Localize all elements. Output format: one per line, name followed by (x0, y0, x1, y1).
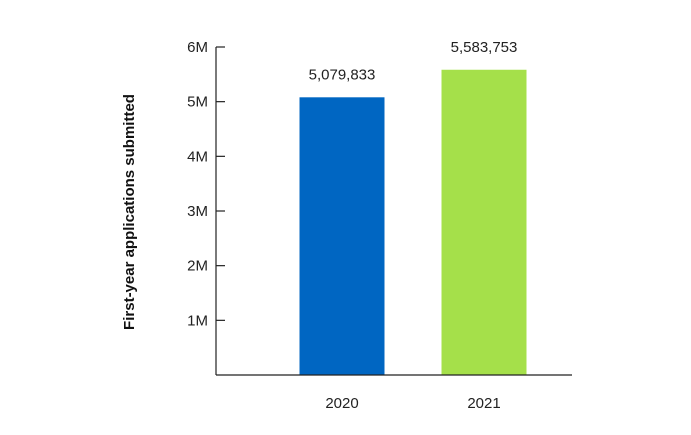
y-tick-label: 1M (187, 312, 208, 329)
y-tick-label: 2M (187, 258, 208, 275)
bars (299, 69, 527, 376)
data-labels: 5,079,833 5,583,753 (309, 39, 518, 84)
x-tick-label-2021: 2021 (467, 395, 500, 412)
x-tick-label-2020: 2020 (325, 395, 358, 412)
bar-2021 (441, 69, 527, 376)
y-tick-label: 6M (187, 39, 208, 56)
y-tick-label: 4M (187, 148, 208, 165)
data-label-2021: 5,583,753 (451, 39, 518, 56)
bar-2020 (299, 97, 385, 375)
y-axis-ticks: 1M 2M 3M 4M 5M 6M (187, 39, 225, 329)
data-label-2020: 5,079,833 (309, 66, 376, 83)
y-tick-label: 3M (187, 203, 208, 220)
y-axis-title: First-year applications submitted (121, 94, 138, 330)
x-axis-ticks: 2020 2021 (325, 395, 500, 412)
y-tick-label: 5M (187, 94, 208, 111)
